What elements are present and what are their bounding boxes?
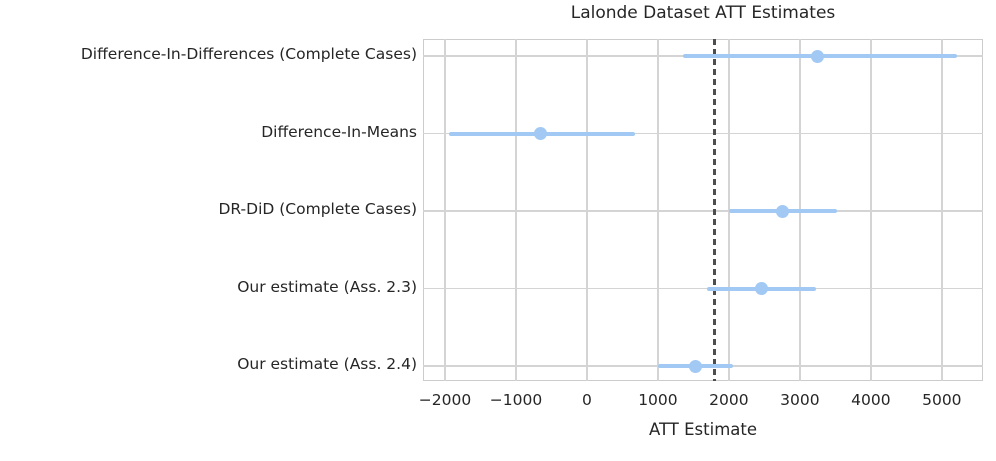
y-axis-category-label: DR-DiD (Complete Cases)	[218, 200, 417, 218]
x-axis-tick-label: 5000	[922, 391, 962, 409]
gridline-vertical	[870, 39, 872, 381]
point-estimate-marker	[689, 359, 703, 373]
gridline-vertical	[657, 39, 659, 381]
y-axis-category-label: Difference-In-Means	[261, 122, 417, 141]
y-axis-category-label: Our estimate (Ass. 2.3)	[237, 277, 417, 296]
gridline-vertical	[586, 39, 588, 381]
y-axis-category-label: Our estimate (Ass. 2.4)	[237, 355, 417, 373]
x-axis-tick-label: 1000	[638, 391, 678, 409]
gridline-vertical	[444, 39, 446, 381]
x-axis-tick-label: 4000	[851, 391, 891, 409]
point-estimate-marker	[775, 204, 789, 218]
gridline-horizontal	[423, 210, 983, 212]
x-axis-tick-label: −1000	[489, 391, 543, 409]
reference-line	[713, 39, 716, 381]
gridline-vertical	[515, 39, 517, 381]
point-estimate-marker	[533, 127, 547, 140]
point-estimate-marker	[755, 282, 769, 295]
point-estimate-marker	[811, 49, 825, 63]
x-axis-tick-label: −2000	[418, 391, 472, 409]
gridline-horizontal	[423, 287, 983, 290]
x-axis-title: ATT Estimate	[649, 420, 757, 439]
x-axis-tick-label: 2000	[709, 391, 749, 409]
gridline-vertical	[941, 39, 943, 381]
gridline-horizontal	[423, 132, 983, 135]
x-axis-tick-label: 0	[582, 391, 592, 409]
y-axis-category-label: Difference-In-Differences (Complete Case…	[80, 45, 417, 63]
x-axis-tick-label: 3000	[780, 391, 820, 409]
chart-title: Lalonde Dataset ATT Estimates	[570, 3, 836, 23]
